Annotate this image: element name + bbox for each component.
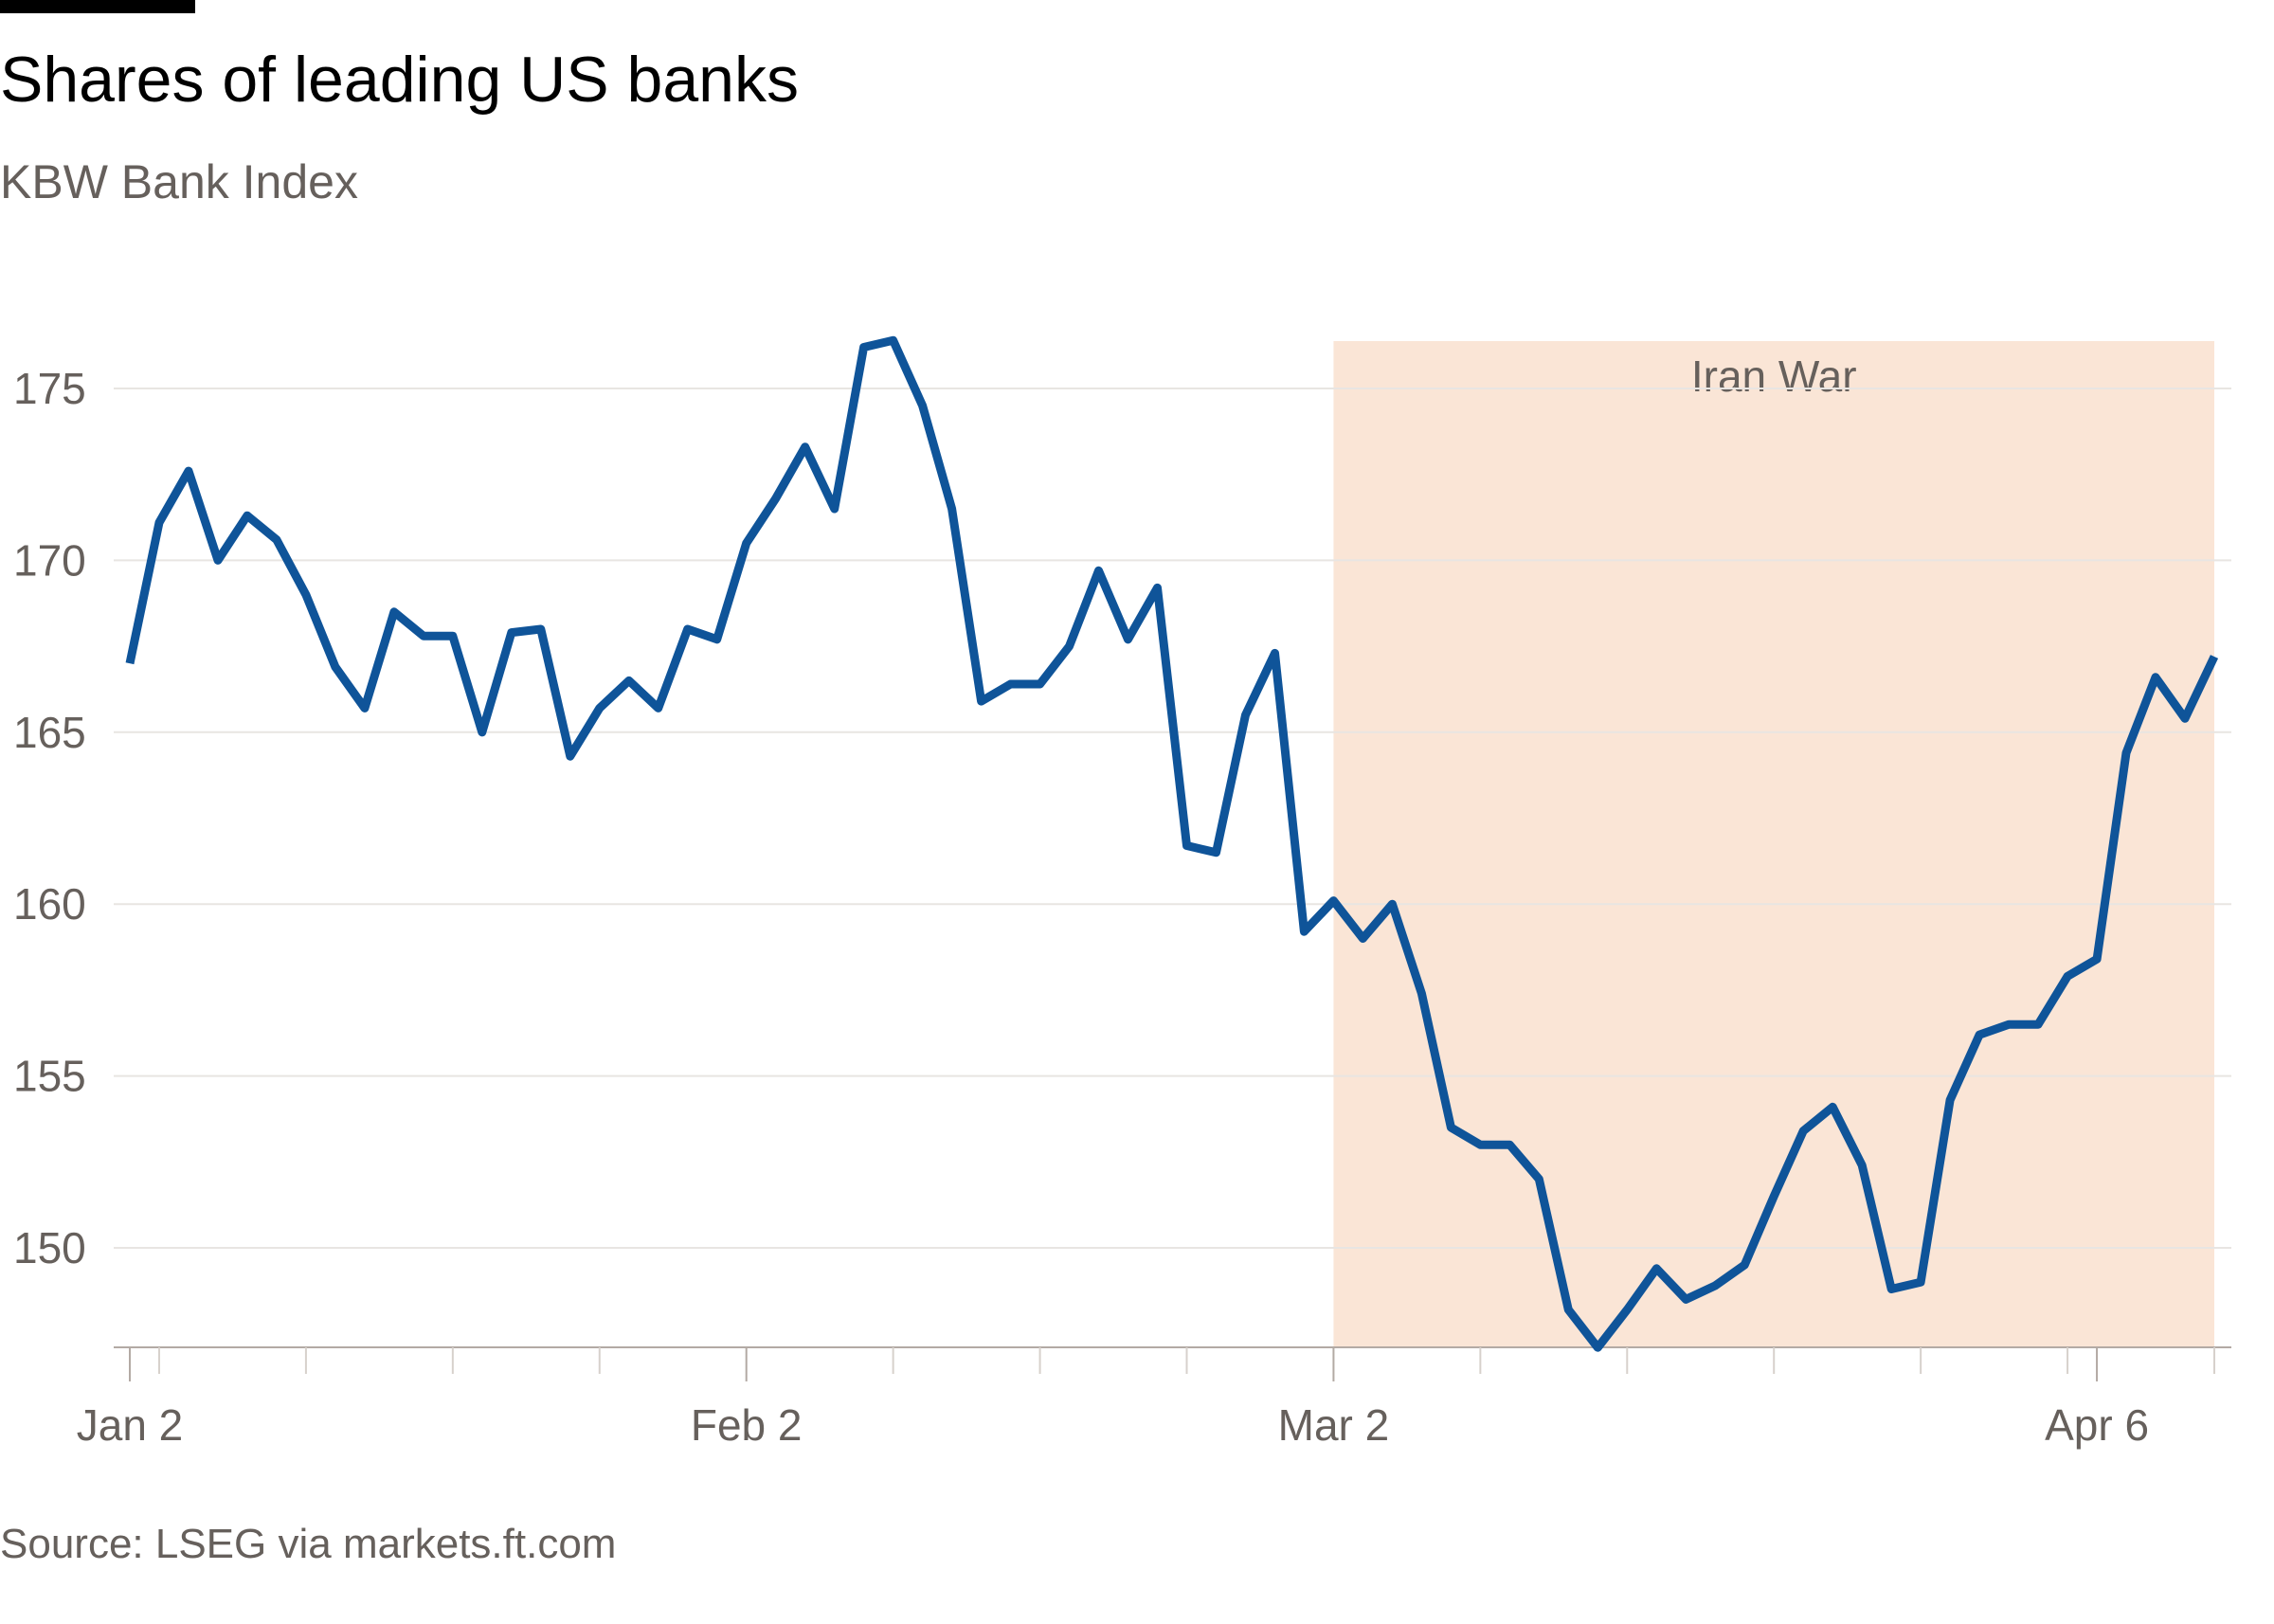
- data-point: [802, 443, 809, 451]
- shaded-region-iran-war: [1333, 341, 2214, 1347]
- data-point: [2152, 674, 2159, 681]
- data-point: [508, 629, 515, 637]
- top-rule: [0, 0, 195, 13]
- data-point: [2093, 955, 2101, 963]
- data-point: [2181, 714, 2189, 722]
- data-point: [1476, 1141, 1484, 1148]
- data-point: [625, 677, 633, 684]
- data-point: [1711, 1282, 1719, 1290]
- data-point: [890, 336, 897, 344]
- data-point: [831, 505, 839, 513]
- x-axis-labels: Jan 2 Feb 2 Mar 2 Apr 6: [77, 1400, 2149, 1450]
- data-point: [1154, 584, 1162, 591]
- data-point: [1946, 1096, 1954, 1104]
- data-point: [302, 591, 310, 599]
- y-tick-label-165: 165: [13, 708, 86, 757]
- data-point: [1535, 1175, 1543, 1182]
- data-point: [126, 659, 134, 667]
- x-axis: [114, 1346, 2231, 1381]
- series-layer: [125, 335, 2219, 1352]
- data-point: [537, 625, 545, 633]
- data-point: [1506, 1141, 1513, 1148]
- data-point: [2005, 1020, 2012, 1028]
- data-point: [1007, 680, 1015, 688]
- data-point: [1829, 1103, 1836, 1110]
- data-point: [919, 402, 927, 409]
- data-point: [1917, 1278, 1924, 1286]
- data-point: [2122, 749, 2130, 757]
- data-point: [1271, 649, 1278, 657]
- data-point: [713, 636, 721, 643]
- data-point: [1066, 642, 1074, 650]
- y-tick-label-175: 175: [13, 364, 86, 413]
- x-tick-label: Jan 2: [77, 1400, 184, 1450]
- x-tick-label: Feb 2: [691, 1400, 803, 1450]
- y-tick-label-170: 170: [13, 535, 86, 585]
- data-point: [1241, 712, 1249, 719]
- data-point: [1300, 928, 1308, 935]
- chart-title: Shares of leading US banks: [0, 44, 799, 116]
- data-point: [2064, 972, 2071, 980]
- x-tick-label: Apr 6: [2045, 1400, 2149, 1450]
- y-axis-labels: 150 155 160 165 170 175: [13, 364, 86, 1272]
- chart-subtitle: KBW Bank Index: [0, 155, 358, 208]
- data-point: [1799, 1128, 1807, 1135]
- data-point: [332, 663, 339, 671]
- data-point: [1182, 842, 1190, 850]
- data-point: [567, 752, 574, 760]
- data-point: [2034, 1020, 2042, 1028]
- data-point: [1976, 1031, 1983, 1038]
- data-point: [273, 536, 280, 544]
- data-point: [1125, 636, 1132, 643]
- data-point: [1741, 1261, 1748, 1269]
- data-point: [743, 539, 750, 547]
- data-point: [1652, 1265, 1660, 1272]
- data-point: [214, 556, 222, 564]
- data-point: [1359, 934, 1366, 942]
- data-point: [772, 495, 780, 502]
- series-line-0: [125, 335, 2219, 1352]
- data-point: [1858, 1162, 1866, 1169]
- data-point: [1447, 1124, 1454, 1131]
- source-note: Source: LSEG via markets.ft.com: [0, 1521, 617, 1567]
- data-point: [1564, 1306, 1572, 1313]
- shade-layer: Iran War: [1333, 341, 2214, 1347]
- data-point: [155, 518, 163, 526]
- data-point: [1594, 1344, 1601, 1351]
- data-point: [1037, 680, 1044, 688]
- y-tick-label-150: 150: [13, 1223, 86, 1272]
- data-point: [860, 343, 868, 351]
- data-point: [1417, 990, 1425, 998]
- data-point: [596, 704, 604, 712]
- data-point: [361, 704, 369, 712]
- shaded-region-label: Iran War: [1691, 352, 1857, 401]
- data-point: [655, 704, 662, 712]
- y-tick-label-160: 160: [13, 879, 86, 929]
- data-point: [1682, 1295, 1689, 1303]
- data-point: [978, 697, 985, 705]
- data-point: [1095, 567, 1103, 574]
- data-point: [420, 632, 427, 640]
- data-point: [1770, 1193, 1778, 1200]
- data-point: [449, 632, 457, 640]
- data-point: [2211, 653, 2218, 660]
- data-point: [185, 467, 192, 475]
- data-point: [1623, 1306, 1631, 1313]
- data-point: [244, 512, 251, 519]
- data-point: [1212, 849, 1219, 857]
- y-tick-label-155: 155: [13, 1052, 86, 1101]
- data-point: [1329, 897, 1337, 905]
- data-point: [1388, 900, 1396, 908]
- data-point: [390, 608, 398, 616]
- data-point: [948, 505, 956, 513]
- data-point: [684, 625, 692, 633]
- data-point: [478, 729, 486, 736]
- data-point: [1887, 1286, 1895, 1293]
- x-tick-label: Mar 2: [1278, 1400, 1390, 1450]
